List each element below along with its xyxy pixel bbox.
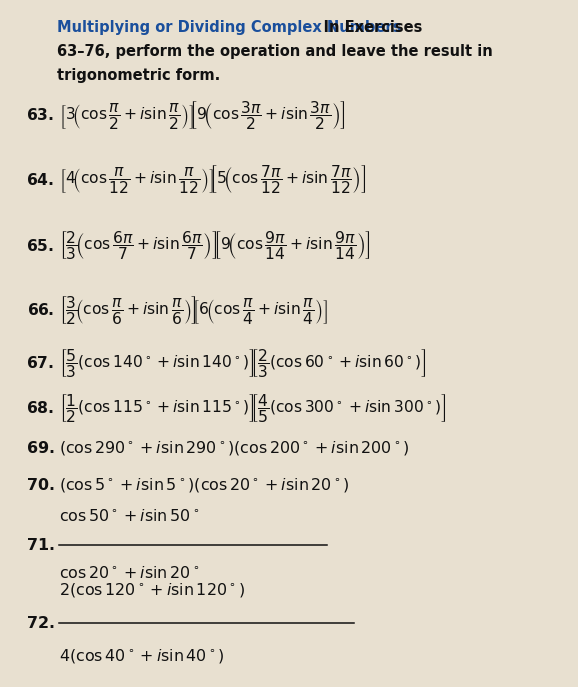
- Text: $4(\cos 40^\circ+i\sin 40^\circ)$: $4(\cos 40^\circ+i\sin 40^\circ)$: [60, 646, 225, 664]
- Text: In Exercises: In Exercises: [57, 20, 422, 35]
- Text: $\mathbf{70.}$: $\mathbf{70.}$: [25, 477, 54, 493]
- Text: $\left[\dfrac{5}{3}(\cos 140^\circ+i\sin 140^\circ)\right]\!\!\left[\dfrac{2}{3}: $\left[\dfrac{5}{3}(\cos 140^\circ+i\sin…: [60, 347, 427, 380]
- Text: 63–76, perform the operation and leave the result in: 63–76, perform the operation and leave t…: [57, 44, 492, 58]
- Text: $\cos 50^\circ+i\sin 50^\circ$: $\cos 50^\circ+i\sin 50^\circ$: [60, 508, 200, 524]
- Text: $\mathbf{63.}$: $\mathbf{63.}$: [26, 107, 54, 123]
- Text: trigonometric form.: trigonometric form.: [57, 67, 220, 82]
- Text: Multiplying or Dividing Complex Numbers: Multiplying or Dividing Complex Numbers: [57, 20, 401, 35]
- Text: $\left[\dfrac{2}{3}\!\left(\cos\dfrac{6\pi}{7}+i\sin\dfrac{6\pi}{7}\right)\right: $\left[\dfrac{2}{3}\!\left(\cos\dfrac{6\…: [60, 229, 371, 262]
- Text: $\mathbf{67.}$: $\mathbf{67.}$: [26, 355, 54, 371]
- Text: $\mathbf{66.}$: $\mathbf{66.}$: [27, 302, 54, 318]
- Text: $\left[3\!\left(\cos\dfrac{\pi}{2}+i\sin\dfrac{\pi}{2}\right)\right]\!\!\left[9\: $\left[3\!\left(\cos\dfrac{\pi}{2}+i\sin…: [60, 99, 346, 132]
- Text: $\mathbf{69.}$: $\mathbf{69.}$: [25, 440, 54, 455]
- Text: $(\cos 5^\circ+i\sin 5^\circ)(\cos 20^\circ+i\sin 20^\circ)$: $(\cos 5^\circ+i\sin 5^\circ)(\cos 20^\c…: [60, 476, 350, 494]
- Text: $\mathbf{68.}$: $\mathbf{68.}$: [26, 401, 54, 416]
- Text: $(\cos 290^\circ+i\sin 290^\circ)(\cos 200^\circ+i\sin 200^\circ)$: $(\cos 290^\circ+i\sin 290^\circ)(\cos 2…: [60, 439, 410, 457]
- Text: $\left[\dfrac{1}{2}(\cos 115^\circ+i\sin 115^\circ)\right]\!\!\left[\dfrac{4}{5}: $\left[\dfrac{1}{2}(\cos 115^\circ+i\sin…: [60, 392, 447, 425]
- Text: $\mathbf{72.}$: $\mathbf{72.}$: [25, 615, 54, 631]
- Text: $\mathbf{71.}$: $\mathbf{71.}$: [25, 537, 54, 552]
- Text: $\cos 20^\circ+i\sin 20^\circ$: $\cos 20^\circ+i\sin 20^\circ$: [60, 565, 200, 581]
- Text: $\mathbf{65.}$: $\mathbf{65.}$: [26, 238, 54, 254]
- Text: $\left[4\!\left(\cos\dfrac{\pi}{12}+i\sin\dfrac{\pi}{12}\right)\right]\!\!\left[: $\left[4\!\left(\cos\dfrac{\pi}{12}+i\si…: [60, 164, 367, 196]
- Text: $\left[\dfrac{3}{2}\!\left(\cos\dfrac{\pi}{6}+i\sin\dfrac{\pi}{6}\right)\right]\: $\left[\dfrac{3}{2}\!\left(\cos\dfrac{\p…: [60, 293, 328, 326]
- Text: $2(\cos 120^\circ+i\sin 120^\circ)$: $2(\cos 120^\circ+i\sin 120^\circ)$: [60, 581, 246, 599]
- Text: $\mathbf{64.}$: $\mathbf{64.}$: [26, 172, 54, 188]
